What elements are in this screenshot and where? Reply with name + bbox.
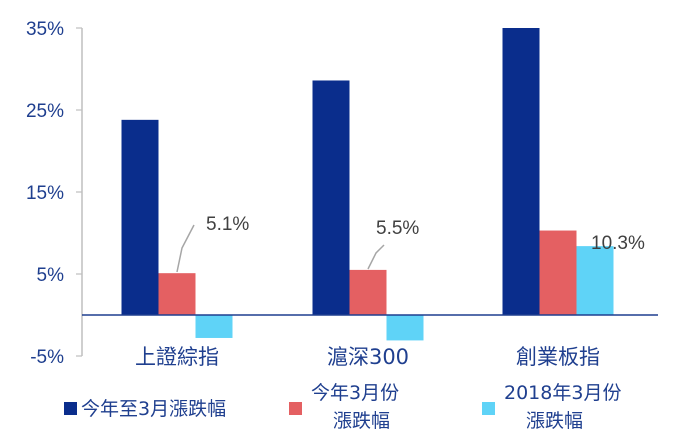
y-tick-label: 25% — [26, 101, 64, 122]
category-label: 上證綜指 — [135, 345, 219, 369]
y-tick-label: -5% — [30, 347, 64, 368]
category-label: 滬深300 — [327, 345, 409, 369]
march-2018-bar — [195, 315, 233, 338]
y-tick-label: 35% — [26, 19, 64, 40]
legend-label: 今年至3月漲跌幅 — [81, 398, 226, 420]
ytd-bar — [502, 28, 540, 315]
legend-label-line1: 今年3月份 — [311, 382, 399, 404]
legend-label-line2: 漲跌幅 — [333, 410, 390, 432]
march-2018-bar — [576, 246, 614, 315]
march-2018-bar — [386, 315, 424, 341]
data-label: 5.1% — [206, 214, 249, 235]
data-label: 10.3% — [591, 233, 645, 254]
march-bar — [349, 269, 387, 315]
data-label-leader-line — [176, 224, 195, 273]
march-bar — [158, 273, 196, 315]
legend-swatch — [289, 402, 302, 415]
legend-label-line2: 漲跌幅 — [526, 410, 583, 432]
ytd-bar — [312, 80, 350, 315]
legend-swatch — [64, 402, 77, 415]
data-label-leader-line — [367, 244, 385, 270]
y-tick-label: 15% — [26, 183, 64, 204]
category-label: 創業板指 — [516, 345, 600, 369]
legend-label-line1: 2018年3月份 — [504, 382, 621, 404]
y-tick-label: 5% — [37, 265, 65, 286]
data-label: 5.5% — [376, 218, 419, 239]
march-bar — [539, 230, 577, 315]
ytd-bar — [121, 119, 159, 315]
legend-swatch — [482, 402, 495, 415]
